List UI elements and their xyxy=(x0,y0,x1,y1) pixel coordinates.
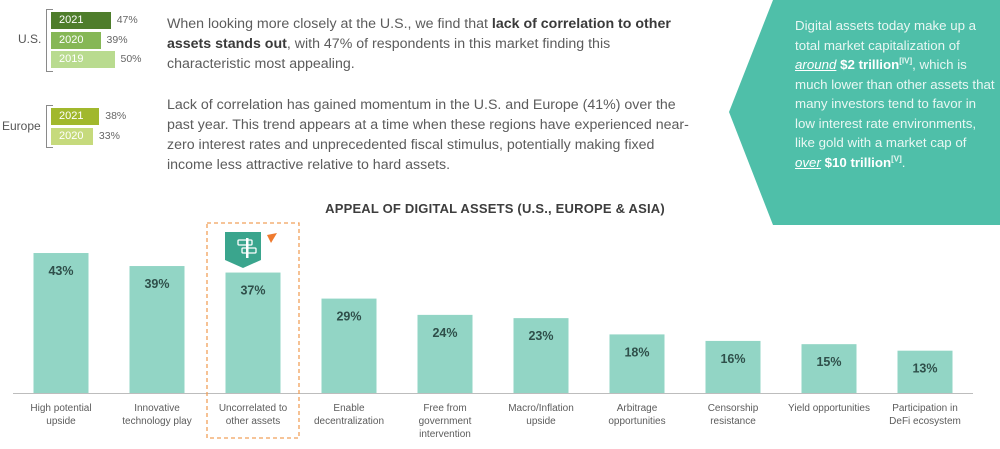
bar-7 xyxy=(705,340,761,393)
category-label: upside xyxy=(46,416,76,427)
category-label: intervention xyxy=(419,429,471,440)
highlight-box xyxy=(206,222,300,439)
category-label: Uncorrelated to xyxy=(219,403,288,414)
emphasis-lack-of-correlation: lack of correlation to other assets stan… xyxy=(167,16,671,52)
data-label: 15% xyxy=(816,355,841,369)
category-label: Innovative xyxy=(134,403,180,414)
category-label: upside xyxy=(526,416,556,427)
mini-bar-2021: 2021 xyxy=(51,108,100,125)
category-label: resistance xyxy=(710,416,756,427)
bar-8 xyxy=(801,344,857,393)
mini-bar-2021: 2021 xyxy=(51,12,111,29)
category-label: decentralization xyxy=(314,416,384,427)
category-label: Macro/Inflation xyxy=(508,403,574,414)
region-bracket xyxy=(46,105,53,148)
chart-title: APPEAL OF DIGITAL ASSETS (U.S., EUROPE &… xyxy=(325,201,665,216)
category-label: Free from xyxy=(423,403,466,414)
data-label: 13% xyxy=(912,362,937,376)
mini-bar-2019: 2019 xyxy=(51,51,115,68)
paragraph-us-correlation: When looking more closely at the U.S., w… xyxy=(167,16,671,72)
category-label: technology play xyxy=(122,416,192,427)
region-bracket xyxy=(46,9,53,72)
category-label: Yield opportunities xyxy=(788,403,870,414)
category-label: Enable xyxy=(333,403,365,414)
data-label: 18% xyxy=(624,345,649,359)
category-label: High potential xyxy=(30,403,91,414)
category-label: Censorship xyxy=(708,403,759,414)
signpost-icon-board xyxy=(237,239,253,246)
region-label: Europe xyxy=(2,118,41,133)
paragraph-momentum: Lack of correlation has gained momentum … xyxy=(167,97,689,173)
bar-3 xyxy=(321,298,377,393)
bar-2 xyxy=(225,272,281,393)
data-label: 23% xyxy=(528,329,553,343)
category-label: other assets xyxy=(226,416,280,427)
mini-bar-value: 47% xyxy=(116,14,138,26)
bar-4 xyxy=(417,314,473,393)
flag-icon xyxy=(267,233,277,243)
data-label: 37% xyxy=(240,284,265,298)
data-label: 24% xyxy=(432,326,457,340)
category-label: Participation in xyxy=(892,403,958,414)
signpost-icon-board xyxy=(241,247,257,254)
mini-bar-value: 39% xyxy=(106,33,128,46)
region-label: U.S. xyxy=(18,32,42,47)
mini-bar-2020: 2020 xyxy=(51,127,93,145)
bar-9 xyxy=(897,350,953,393)
bar-5 xyxy=(513,318,569,393)
data-label: 39% xyxy=(144,277,169,291)
mini-bar-value: 38% xyxy=(105,110,127,122)
category-label: opportunities xyxy=(608,416,665,427)
mini-bar-value: 50% xyxy=(120,53,142,65)
bar-6 xyxy=(609,334,665,393)
category-label: Arbitrage xyxy=(617,403,658,414)
mini-bar-value: 33% xyxy=(98,129,120,142)
data-label: 29% xyxy=(336,310,361,324)
market-cap-callout-text: Digital assets today make up a total mar… xyxy=(795,18,995,170)
category-label: government xyxy=(419,416,472,427)
mini-bar-2020: 2020 xyxy=(51,31,101,49)
market-cap-callout xyxy=(729,0,1000,225)
bar-1 xyxy=(129,266,185,393)
data-label: 43% xyxy=(48,264,73,278)
bar-0 xyxy=(33,253,89,393)
data-label: 16% xyxy=(720,352,745,366)
category-label: DeFi ecosystem xyxy=(889,416,961,427)
